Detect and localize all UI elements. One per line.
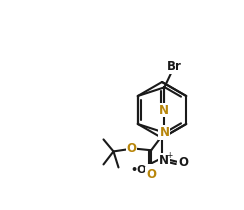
Text: Br: Br: [167, 60, 182, 73]
Text: •O⁻: •O⁻: [131, 165, 153, 175]
Text: O: O: [178, 155, 188, 168]
Text: N: N: [159, 154, 169, 167]
Text: O: O: [146, 168, 156, 181]
Text: +: +: [166, 151, 172, 160]
Text: N: N: [159, 126, 169, 139]
Text: N: N: [158, 104, 168, 117]
Text: O: O: [126, 142, 136, 155]
